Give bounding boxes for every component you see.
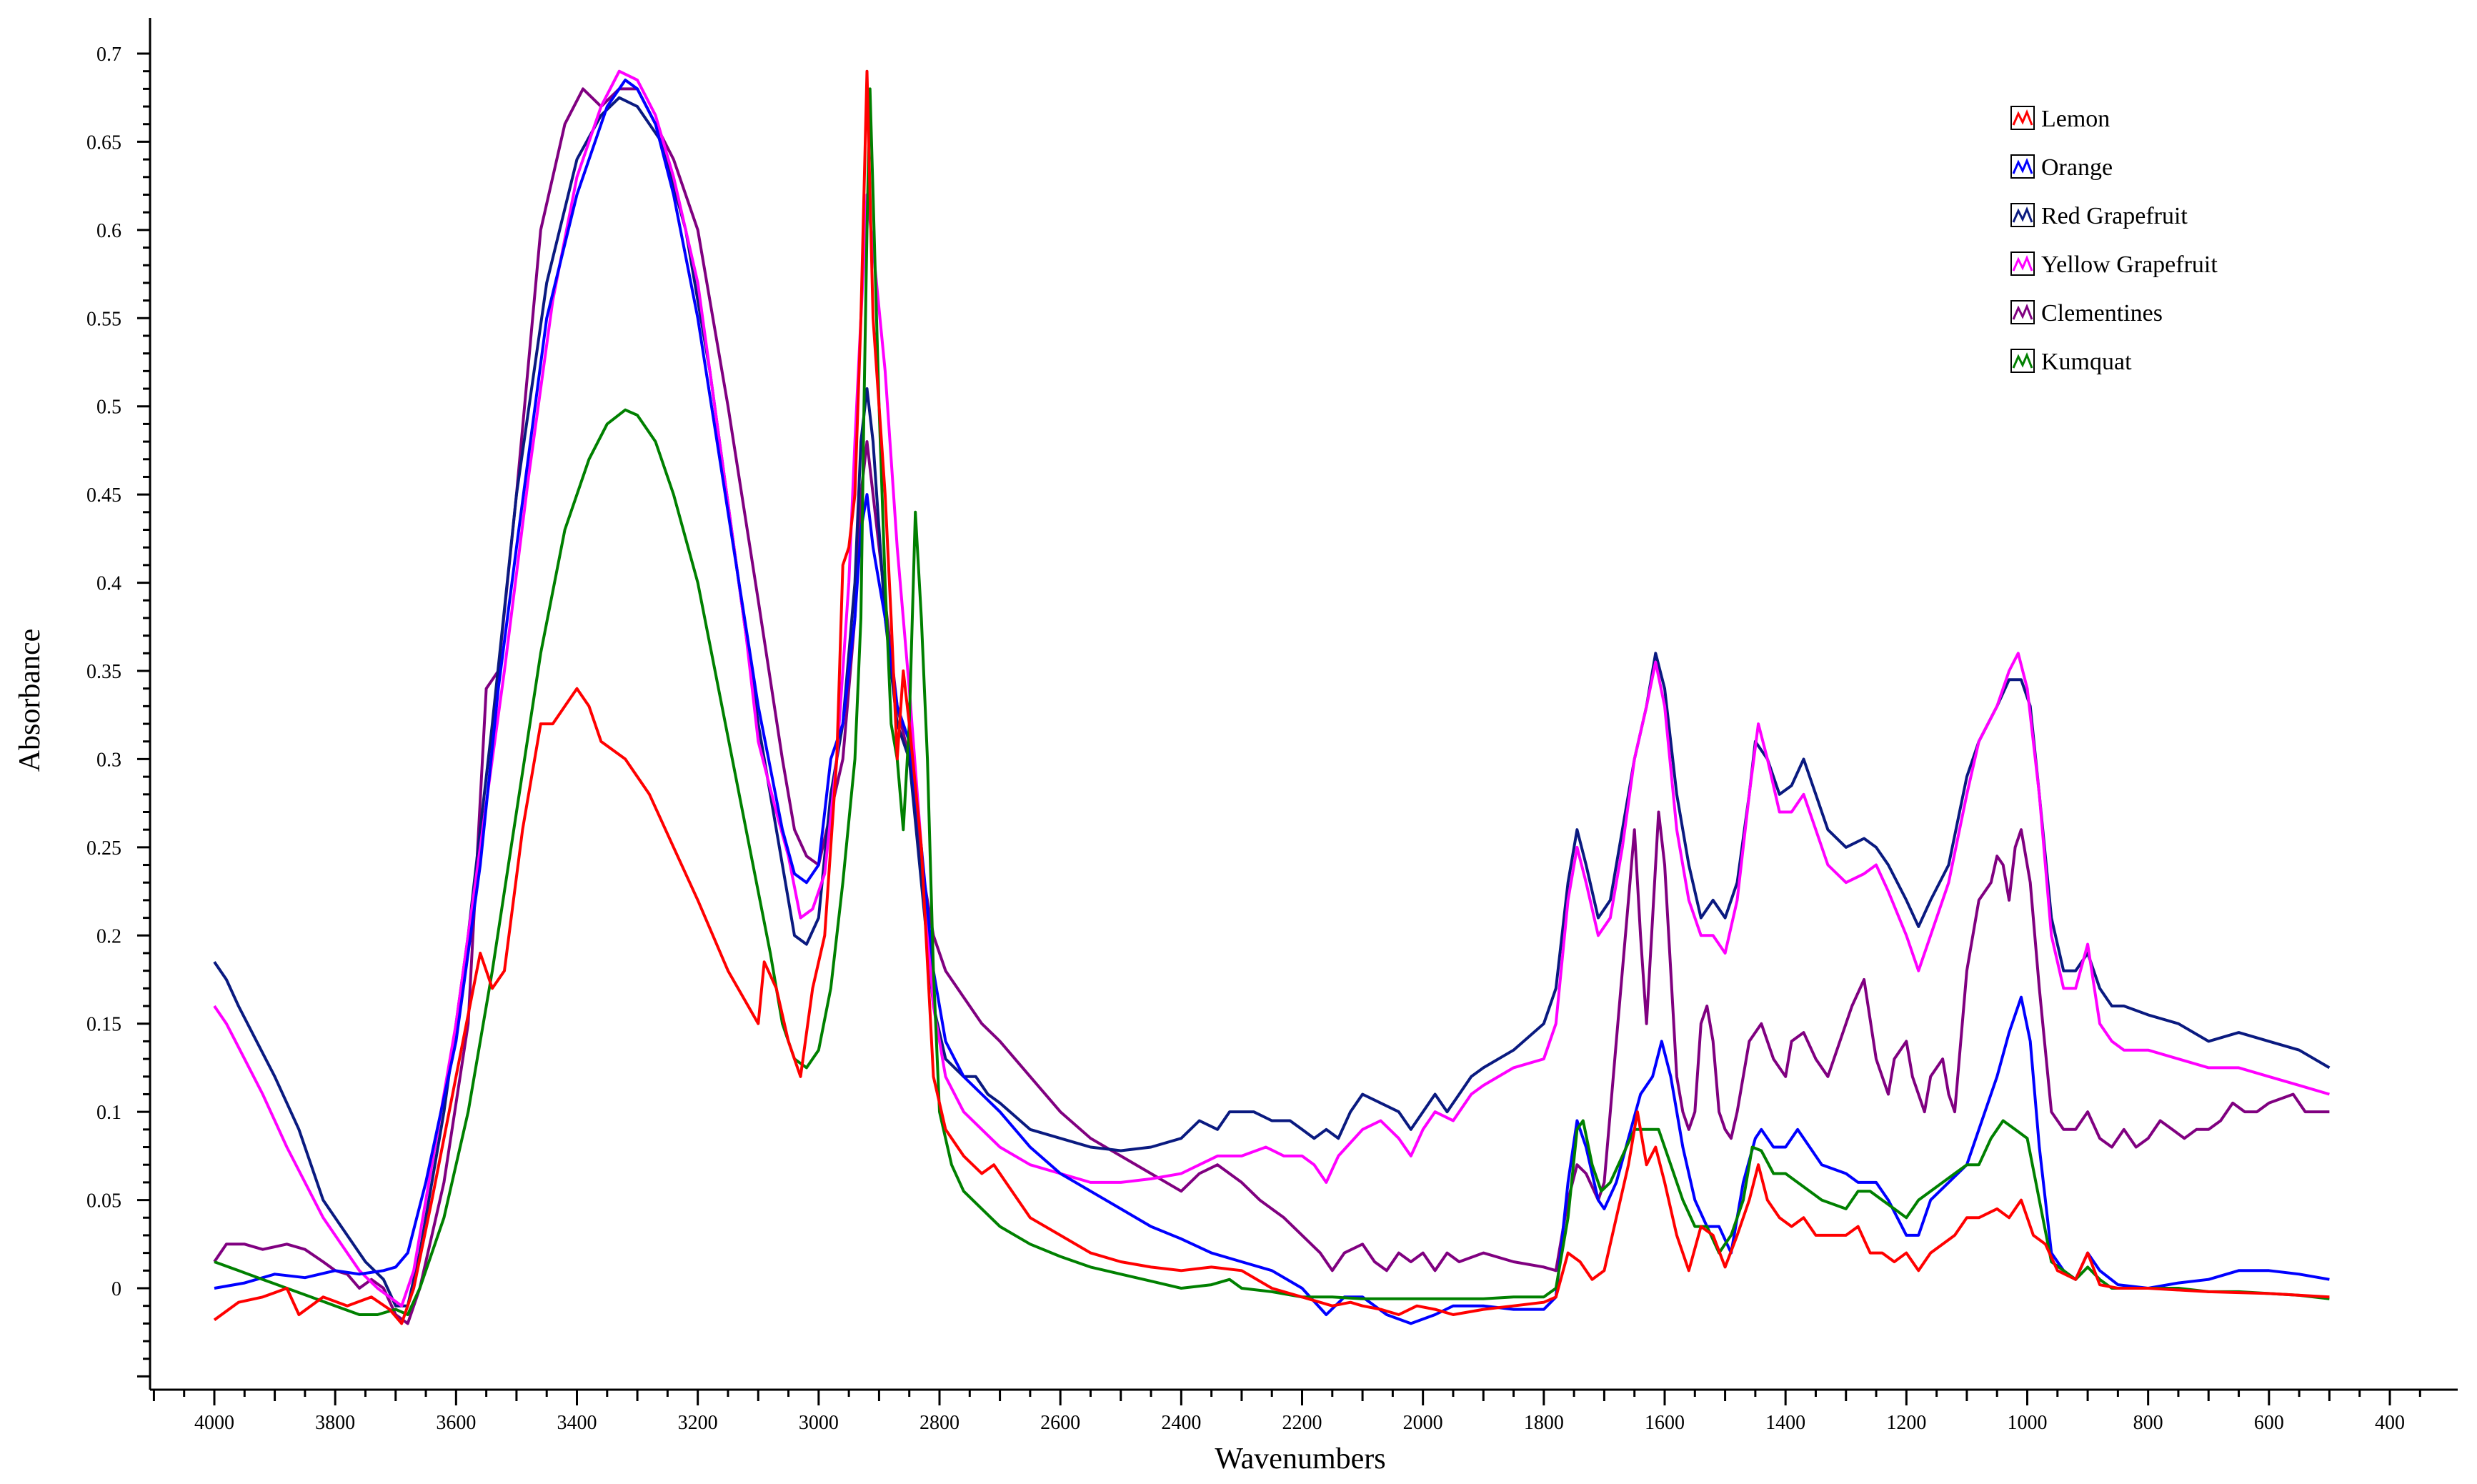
x-tick-label: 1200 (1886, 1412, 1926, 1434)
y-tick-label: 0.25 (86, 837, 121, 860)
series-line-yellow-grapefruit (213, 69, 2330, 1308)
legend-swatch-line (2012, 206, 2033, 223)
x-tick-label: 3600 (436, 1412, 476, 1434)
x-tick-label: 2600 (1040, 1412, 1080, 1434)
y-tick-label: 0.6 (96, 220, 121, 242)
x-tick-label: 3000 (799, 1412, 839, 1434)
y-tick-label: 0.65 (86, 131, 121, 154)
series-layer (213, 69, 2331, 1325)
legend-item-yellow-grapefruit: Yellow Grapefruit (2010, 252, 2218, 278)
y-tick-label: 0 (111, 1278, 121, 1300)
y-tick-label: 0.2 (96, 925, 121, 947)
x-tick-label: 3800 (315, 1412, 355, 1434)
x-tick-label: 1800 (1524, 1412, 1564, 1434)
legend-swatch-box (2010, 106, 2035, 130)
y-tick-label: 0.15 (86, 1014, 121, 1036)
y-tick-label: 0.1 (96, 1102, 121, 1124)
legend-swatch-box (2010, 300, 2035, 324)
y-axis-title: Absorbance (14, 629, 46, 772)
x-tick-label: 2400 (1161, 1412, 1201, 1434)
x-tick-label: 4000 (194, 1412, 234, 1434)
legend-item-lemon: Lemon (2010, 106, 2110, 132)
x-ticks: 4000 3800 3600 3400 3200 3000 2800 2600 2400 2200… (152, 1390, 2421, 1434)
legend-label: Red Grapefruit (2041, 203, 2188, 229)
legend-item-red-grapefruit: Red Grapefruit (2010, 203, 2188, 229)
series-line-kumquat (214, 87, 2330, 1316)
y-tick-label: 0.45 (86, 484, 121, 507)
series-line-lemon (213, 69, 2330, 1325)
legend-swatch-box (2010, 154, 2035, 179)
axes-layer (149, 18, 2458, 1391)
x-tick-label: 1000 (2008, 1412, 2048, 1434)
y-tick-label: 0.5 (96, 397, 121, 419)
legend-label: Lemon (2041, 106, 2110, 132)
legend-swatch-box (2010, 203, 2035, 227)
y-tick-label: 0.4 (96, 573, 121, 595)
legend-label: Orange (2041, 154, 2113, 181)
legend-item-kumquat: Kumquat (2010, 349, 2132, 375)
legend-swatch-line (2012, 109, 2033, 126)
legend-item-clementines: Clementines (2010, 300, 2163, 327)
legend-swatch-box (2010, 252, 2035, 276)
x-tick-label: 1600 (1645, 1412, 1685, 1434)
y-ticks: 0 0.05 0.1 0.15 0.2 0.25 0.3 0.35 0.4 0.45 0.5 0.55… (86, 44, 150, 1378)
x-tick-label: 600 (2254, 1412, 2284, 1434)
legend-label: Kumquat (2041, 349, 2132, 375)
series-line-red-grapefruit (213, 96, 2331, 1308)
x-tick-label: 2200 (1282, 1412, 1322, 1434)
legend: Lemon Orange Red Grapefruit Yellow Grapefru… (2010, 106, 2218, 375)
x-tick-label: 400 (2375, 1412, 2405, 1434)
legend-swatch-box (2010, 349, 2035, 373)
y-tick-label: 0.05 (86, 1190, 121, 1212)
x-tick-label: 2800 (919, 1412, 960, 1434)
y-tick-label: 0.3 (96, 749, 121, 771)
legend-swatch-line (2012, 255, 2033, 272)
x-tick-label: 1400 (1765, 1412, 1805, 1434)
legend-swatch-line (2012, 352, 2033, 369)
y-tick-label: 0.55 (86, 308, 121, 330)
y-tick-label: 0.35 (86, 661, 121, 683)
legend-swatch-line (2012, 158, 2033, 174)
legend-swatch-line (2012, 304, 2033, 320)
x-tick-label: 3400 (557, 1412, 597, 1434)
y-tick-label: 0.7 (96, 44, 121, 66)
x-tick-label: 800 (2133, 1412, 2163, 1434)
legend-item-orange: Orange (2010, 154, 2113, 181)
legend-label: Clementines (2041, 300, 2163, 327)
x-tick-label: 3200 (678, 1412, 718, 1434)
x-tick-label: 2000 (1403, 1412, 1443, 1434)
x-axis-title: Wavenumbers (1215, 1443, 1385, 1475)
legend-label: Yellow Grapefruit (2041, 252, 2218, 278)
